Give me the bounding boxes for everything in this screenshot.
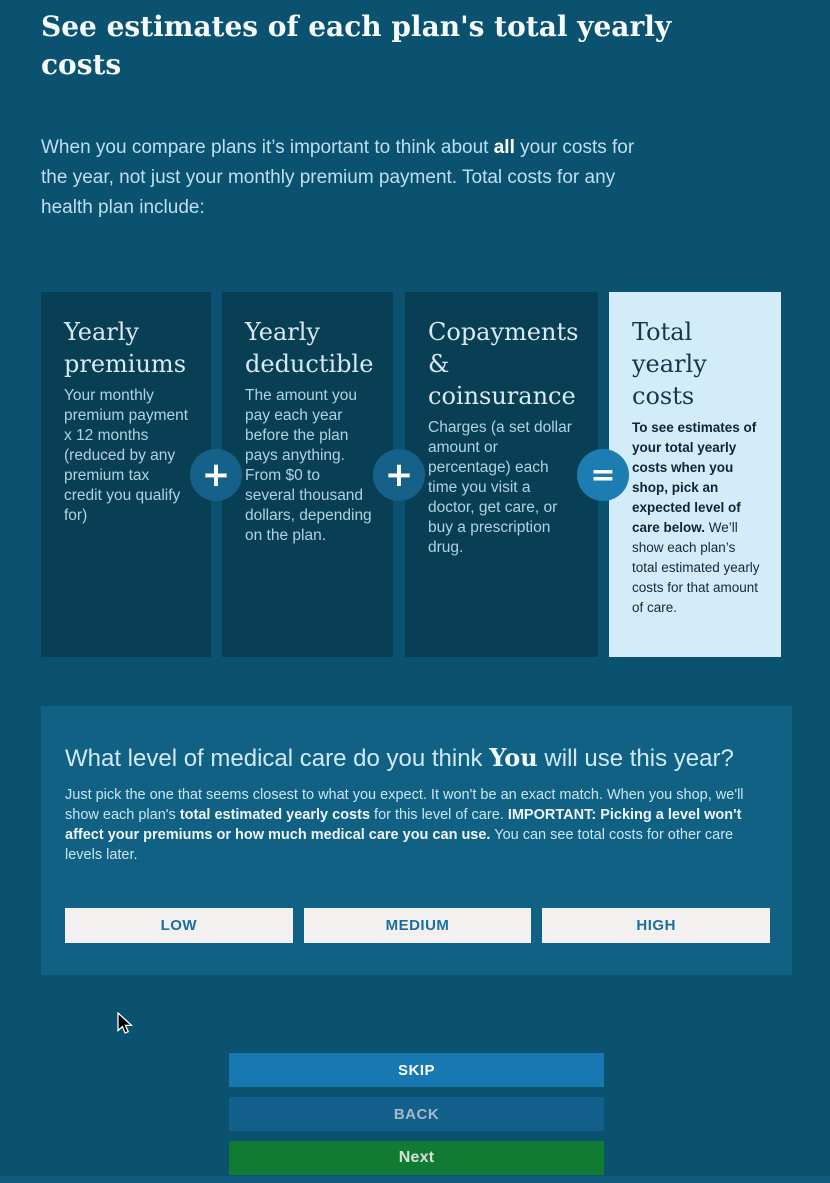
low-level-button[interactable]: LOW [65, 908, 293, 943]
card-title: Yearly deductible [245, 318, 374, 378]
card-body: To see estimates of your total yearly co… [632, 420, 760, 615]
plus-icon: + [190, 449, 242, 501]
care-level-description: Just pick the one that seems closest to … [65, 787, 744, 863]
next-section-edge [0, 1176, 830, 1183]
card-body: Charges (a set dollar amount or percenta… [428, 419, 572, 556]
card-total-yearly-costs: Total yearly costs To see estimates of y… [609, 292, 781, 657]
care-level-heading: What level of medical care do you think … [65, 743, 734, 772]
page-title: See estimates of each plan's total yearl… [41, 10, 672, 81]
plus-icon: + [373, 449, 425, 501]
card-body: The amount you pay each year before the … [245, 387, 372, 544]
high-level-button[interactable]: HIGH [542, 908, 771, 943]
card-title: Copayments & coinsurance [428, 318, 579, 410]
footer-navigation: SKIP BACK Next [229, 1053, 604, 1183]
intro-text: When you compare plans it’s important to… [41, 137, 635, 218]
skip-button[interactable]: SKIP [229, 1053, 604, 1087]
card-title: Yearly premiums [64, 318, 187, 378]
care-level-buttons: LOW MEDIUM HIGH [65, 908, 771, 943]
equals-icon: = [577, 449, 629, 501]
mouse-cursor-icon [117, 1012, 134, 1034]
medium-level-button[interactable]: MEDIUM [303, 908, 532, 943]
next-button[interactable]: Next [229, 1141, 604, 1175]
care-level-panel: What level of medical care do you think … [41, 706, 792, 975]
card-yearly-premiums: Yearly premiums Your monthly premium pay… [41, 292, 211, 657]
card-title: Total yearly costs [632, 318, 707, 410]
card-copayments-coinsurance: Copayments & coinsurance Charges (a set … [405, 292, 598, 657]
card-yearly-deductible: Yearly deductible The amount you pay eac… [222, 292, 393, 657]
back-button[interactable]: BACK [229, 1097, 604, 1131]
cost-cards-row: Yearly premiums Your monthly premium pay… [41, 292, 781, 657]
card-body: Your monthly premium payment x 12 months… [64, 387, 189, 524]
